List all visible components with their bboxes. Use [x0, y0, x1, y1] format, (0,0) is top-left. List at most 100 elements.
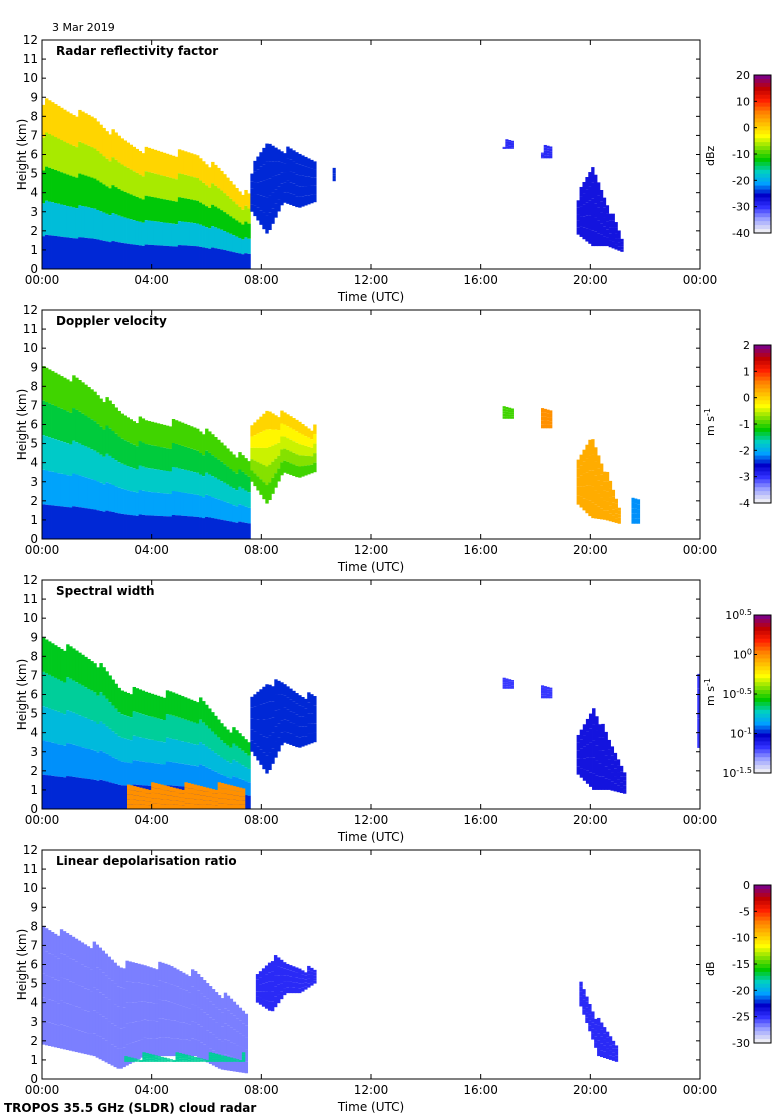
data-cell — [177, 515, 182, 539]
data-cell — [131, 1042, 135, 1063]
colorbar-segment — [754, 86, 771, 92]
data-cell — [142, 1054, 146, 1057]
data-cell — [208, 474, 212, 496]
data-cell — [265, 755, 269, 774]
data-cell — [276, 994, 281, 1004]
data-cell — [298, 175, 302, 187]
data-cell — [229, 181, 233, 199]
data-cell — [232, 218, 236, 236]
colorbar-segment — [754, 427, 771, 433]
data-cell — [171, 442, 176, 467]
data-cell — [62, 1025, 67, 1050]
data-cell — [158, 961, 162, 981]
data-cell — [597, 455, 601, 469]
y-tick-label: 1 — [30, 243, 38, 257]
data-cell — [286, 192, 290, 204]
data-cell — [502, 147, 506, 148]
data-cell — [286, 180, 290, 193]
data-cell — [172, 800, 176, 805]
data-cell — [178, 1058, 182, 1061]
data-cell — [111, 485, 115, 513]
data-cell — [161, 962, 165, 982]
data-cell — [57, 711, 61, 745]
data-cell — [169, 1061, 173, 1062]
data-cell — [267, 1001, 272, 1011]
colorbar-segment — [754, 745, 771, 750]
data-cell — [268, 212, 272, 231]
data-cell — [232, 1061, 237, 1062]
colorbar-segment — [754, 380, 771, 385]
data-cell — [244, 1037, 249, 1050]
data-cell — [154, 1059, 158, 1061]
data-cell — [196, 223, 200, 247]
data-cell — [289, 981, 293, 988]
data-cell — [162, 764, 167, 787]
data-cell — [259, 181, 263, 196]
data-cell — [182, 972, 186, 990]
data-cell — [81, 445, 85, 477]
data-cell — [605, 1031, 610, 1038]
data-cell — [60, 408, 64, 442]
data-cell — [607, 749, 611, 760]
colorbar-segment — [754, 193, 771, 198]
data-cell — [130, 1057, 134, 1059]
data-cell — [123, 166, 127, 192]
data-cell — [594, 490, 598, 505]
data-cell — [220, 229, 224, 250]
data-cell — [192, 722, 197, 745]
data-cell — [307, 983, 311, 988]
data-cell — [96, 395, 100, 424]
y-tick-label: 3 — [30, 1015, 38, 1029]
data-cell — [59, 929, 64, 954]
data-cell — [307, 456, 311, 466]
data-cell — [619, 787, 624, 793]
data-cell — [543, 420, 547, 425]
data-cell — [47, 976, 52, 1000]
data-cell — [238, 1033, 243, 1047]
data-cell — [604, 743, 608, 756]
data-cell — [232, 743, 236, 760]
data-cell — [594, 1042, 598, 1048]
data-cell — [116, 965, 120, 987]
data-cell — [165, 153, 170, 177]
data-cell — [232, 505, 236, 523]
data-cell — [582, 193, 586, 205]
data-cell — [80, 986, 85, 1010]
colorbar-segment — [754, 932, 771, 937]
data-cell — [226, 520, 230, 539]
data-cell — [84, 778, 88, 809]
data-cell — [126, 490, 130, 515]
data-cell — [611, 509, 616, 516]
data-cell — [286, 438, 290, 451]
data-cell — [166, 786, 170, 791]
data-cell — [117, 687, 121, 713]
data-cell — [214, 477, 218, 499]
data-cell — [138, 245, 143, 269]
data-cell — [205, 1061, 210, 1062]
data-cell — [186, 493, 191, 517]
y-tick-label: 0 — [30, 262, 38, 276]
x-tick-label: 04:00 — [134, 273, 169, 287]
data-cell — [157, 793, 161, 799]
data-cell — [59, 1024, 64, 1049]
data-cell — [229, 794, 234, 800]
data-cell — [154, 793, 158, 799]
data-cell — [51, 404, 55, 439]
data-cell — [156, 741, 161, 764]
data-cell — [183, 741, 188, 765]
data-cell — [162, 199, 167, 223]
data-cell — [579, 454, 583, 466]
colorbar-tick-label: 100.5 — [725, 608, 752, 622]
data-cell — [549, 155, 553, 159]
data-cell — [614, 244, 618, 250]
data-cell — [65, 1026, 70, 1051]
data-cell — [66, 776, 70, 809]
data-cell — [235, 204, 239, 221]
data-cell — [250, 425, 254, 437]
data-cell — [582, 181, 586, 194]
data-cell — [160, 804, 164, 809]
data-cell — [98, 992, 103, 1015]
data-cell — [546, 693, 550, 697]
data-cell — [117, 135, 121, 163]
data-cell — [72, 680, 76, 713]
